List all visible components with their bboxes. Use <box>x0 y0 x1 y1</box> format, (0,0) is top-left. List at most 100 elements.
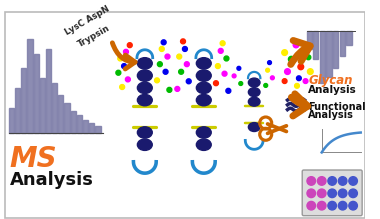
Bar <box>326 31 332 77</box>
Bar <box>46 49 51 133</box>
Circle shape <box>237 66 241 70</box>
Circle shape <box>239 82 243 85</box>
Text: Glycan: Glycan <box>309 74 353 87</box>
Circle shape <box>179 69 184 74</box>
Bar <box>58 95 63 133</box>
Circle shape <box>307 201 315 210</box>
Circle shape <box>118 56 123 61</box>
Circle shape <box>264 83 268 87</box>
Circle shape <box>266 68 269 72</box>
Bar <box>313 31 318 59</box>
Circle shape <box>186 79 191 84</box>
Circle shape <box>349 201 357 210</box>
Ellipse shape <box>138 127 152 138</box>
Text: MS: MS <box>10 145 57 173</box>
Circle shape <box>180 39 185 44</box>
Circle shape <box>288 56 294 62</box>
Circle shape <box>298 64 304 70</box>
Circle shape <box>307 177 315 185</box>
Circle shape <box>214 81 218 86</box>
Ellipse shape <box>249 123 260 131</box>
Ellipse shape <box>196 82 211 94</box>
FancyArrowPatch shape <box>291 94 308 116</box>
Circle shape <box>167 87 172 92</box>
Text: Analysis: Analysis <box>309 85 357 95</box>
Bar <box>83 120 88 133</box>
Circle shape <box>161 40 166 45</box>
Ellipse shape <box>196 94 211 106</box>
Ellipse shape <box>249 97 260 106</box>
Circle shape <box>328 177 336 185</box>
Circle shape <box>268 61 271 65</box>
Circle shape <box>338 189 347 198</box>
Circle shape <box>116 70 121 75</box>
Ellipse shape <box>249 78 260 87</box>
Circle shape <box>307 189 315 198</box>
Circle shape <box>285 69 290 74</box>
FancyArrowPatch shape <box>291 41 310 64</box>
Ellipse shape <box>138 94 152 106</box>
Circle shape <box>182 46 187 51</box>
Bar <box>27 39 33 133</box>
Circle shape <box>296 76 301 81</box>
Circle shape <box>271 76 274 80</box>
Text: Functional: Functional <box>309 102 366 112</box>
Circle shape <box>328 189 336 198</box>
Text: Analysis: Analysis <box>309 110 354 120</box>
Circle shape <box>122 64 127 69</box>
Bar <box>40 78 45 133</box>
Bar <box>340 31 345 56</box>
Circle shape <box>184 62 189 67</box>
Circle shape <box>215 64 220 69</box>
Ellipse shape <box>138 139 152 150</box>
Bar <box>65 103 70 133</box>
Circle shape <box>177 54 182 59</box>
Circle shape <box>338 201 347 210</box>
Circle shape <box>125 77 130 82</box>
Bar <box>89 124 94 133</box>
Circle shape <box>220 41 225 46</box>
Circle shape <box>120 85 125 89</box>
Circle shape <box>157 62 162 67</box>
Circle shape <box>317 177 326 185</box>
Text: Analysis: Analysis <box>10 171 93 189</box>
Circle shape <box>165 54 170 59</box>
Circle shape <box>124 49 128 54</box>
Bar <box>9 108 14 133</box>
Bar <box>21 69 26 133</box>
Bar <box>77 115 82 133</box>
Circle shape <box>159 46 164 51</box>
Circle shape <box>163 69 168 74</box>
Bar <box>333 31 338 68</box>
Circle shape <box>232 74 236 78</box>
Bar <box>52 83 57 133</box>
Text: LysC AspN: LysC AspN <box>63 5 111 37</box>
Bar <box>307 31 312 49</box>
Circle shape <box>317 189 326 198</box>
Ellipse shape <box>138 70 152 81</box>
Circle shape <box>304 47 309 53</box>
Ellipse shape <box>196 127 211 138</box>
Circle shape <box>218 48 223 53</box>
Circle shape <box>317 201 326 210</box>
Circle shape <box>338 177 347 185</box>
Circle shape <box>127 43 132 48</box>
FancyBboxPatch shape <box>5 12 364 218</box>
Circle shape <box>307 69 313 74</box>
Circle shape <box>328 201 336 210</box>
Bar <box>15 88 20 133</box>
Bar <box>71 111 76 133</box>
Circle shape <box>349 189 357 198</box>
Circle shape <box>306 55 311 60</box>
Circle shape <box>282 50 288 55</box>
Text: Trypsin: Trypsin <box>76 23 112 49</box>
Ellipse shape <box>196 139 211 150</box>
Circle shape <box>224 56 229 61</box>
Ellipse shape <box>249 88 260 97</box>
Bar <box>33 53 39 133</box>
Circle shape <box>226 88 231 93</box>
Circle shape <box>349 177 357 185</box>
Ellipse shape <box>138 58 152 69</box>
Ellipse shape <box>138 82 152 94</box>
FancyArrowPatch shape <box>112 43 135 69</box>
